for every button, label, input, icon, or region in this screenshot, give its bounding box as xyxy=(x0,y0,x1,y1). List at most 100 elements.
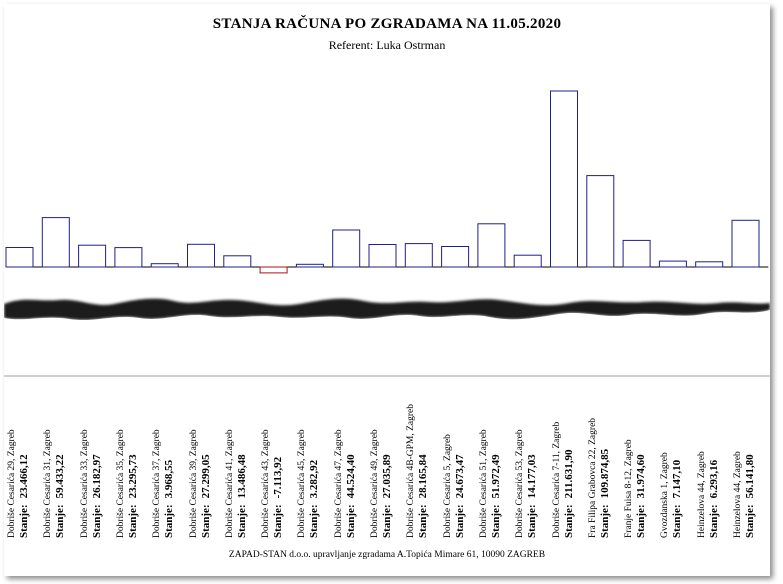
category-label: Dobriše Cesarića 7-11, Zagreb Stanje: 211.… xyxy=(552,422,575,538)
footer-text: ZAPAD-STAN d.o.o. upravljanje zgradama A… xyxy=(228,550,546,560)
bar-3 xyxy=(78,244,107,268)
category-label: Dobriše Cesarića 29, Zagreb Stanje: 23.466… xyxy=(7,429,30,538)
category-address: Fra Filipa Grabovca 22, Zagreb xyxy=(587,417,598,538)
balance-value: 59.433,22 xyxy=(54,454,67,499)
category-label: Franje Fuisa 8-12, Zagreb Stanje: 31.974,6… xyxy=(624,439,647,538)
balance-value: 7.147,10 xyxy=(671,459,684,499)
stanje-prefix: Stanje: xyxy=(272,504,285,538)
category-address: Dobriše Cesarića 49, Zagreb xyxy=(370,429,380,538)
category-address: Dobriše Cesarića 41, Zagreb xyxy=(224,429,235,538)
category-address: Dobriše Cesarića 4B-GPM, Zagreb xyxy=(406,403,417,538)
category-label: Dobriše Cesarića 51, Zagreb Stanje: 51.972… xyxy=(479,429,502,538)
category-address: Dobriše Cesarića 37, Zagreb xyxy=(152,429,163,538)
balance-value: 14.177,03 xyxy=(526,454,539,499)
balance-value: 31.974,60 xyxy=(635,454,648,499)
bar-10 xyxy=(332,229,361,268)
category-address: Dobriše Cesarića 51, Zagreb xyxy=(478,429,489,538)
balance-label: Stanje: 51.972,49 xyxy=(490,429,502,538)
balance-value: 26.182,97 xyxy=(90,454,103,499)
category-label: Dobriše Cesarića 35, Zagreb Stanje: 23.295… xyxy=(116,429,139,538)
bar-11 xyxy=(368,244,397,268)
balance-label: Stanje: 56.141,80 xyxy=(744,451,756,538)
balance-label: Stanje: 24.673,47 xyxy=(454,434,466,538)
category-address: Dobriše Cesarića 29, Zagreb xyxy=(7,429,17,538)
bar-4 xyxy=(114,247,143,268)
bar-18 xyxy=(622,239,651,268)
category-label: Dobriše Cesarića 5, Zagreb Stanje: 24.673,… xyxy=(443,434,466,538)
balance-label: Stanje: 3.282,92 xyxy=(308,429,320,538)
category-address: Dobriše Cesarića 33, Zagreb xyxy=(79,429,90,538)
bar-21 xyxy=(731,219,760,268)
balance-value: 6.293,16 xyxy=(707,459,720,499)
category-address: Franje Fuisa 8-12, Zagreb xyxy=(624,439,635,538)
balance-label: Stanje: 27.299,05 xyxy=(200,429,212,538)
stanje-prefix: Stanje: xyxy=(744,504,756,538)
balance-value: 44.524,40 xyxy=(344,454,357,499)
bar-7 xyxy=(223,255,252,268)
balance-label: Stanje: 7.147,10 xyxy=(671,452,683,538)
category-label: Dobriše Cesarića 37, Zagreb Stanje: 3.968,… xyxy=(152,429,175,538)
balance-label: Stanje: 26.182,97 xyxy=(91,429,103,538)
chart-subtitle: Referent: Luka Ostrman xyxy=(328,38,446,52)
category-address: Dobriše Cesarića 47, Zagreb xyxy=(333,429,344,538)
stanje-prefix: Stanje: xyxy=(199,504,212,538)
balance-value: 51.972,49 xyxy=(489,454,502,499)
balance-label: Stanje: 28.165,84 xyxy=(417,404,429,538)
stanje-prefix: Stanje: xyxy=(54,504,67,538)
category-address: Dobriše Cesarića 7-11, Zagreb xyxy=(551,421,562,538)
balance-label: Stanje: 6.293,16 xyxy=(708,451,720,538)
balance-value: 211.631,90 xyxy=(562,449,575,499)
balance-value: 24.673,47 xyxy=(453,454,466,499)
category-address: Dobriše Cesarića 43, Zagreb xyxy=(261,429,272,538)
category-label: Dobriše Cesarića 47, Zagreb Stanje: 44.524… xyxy=(334,429,357,538)
category-label: Gvozdanska 1, Zagreb Stanje: 7.147,10 xyxy=(660,452,683,538)
balance-label: Stanje: 59.433,22 xyxy=(54,429,66,538)
bar-16 xyxy=(550,90,578,268)
category-label: Dobriše Cesarića 53, Zagreb Stanje: 14.177… xyxy=(515,429,538,538)
balance-label: Stanje: -7.113,92 xyxy=(272,429,284,538)
category-address: Dobriše Cesarića 53, Zagreb xyxy=(515,429,526,538)
bar-9 xyxy=(295,263,324,268)
category-address: Gvozdanska 1, Zagreb xyxy=(660,452,671,538)
category-address: Heinzelova 44, Zagreb xyxy=(696,451,707,538)
bar-5 xyxy=(150,263,179,268)
stanje-prefix: Stanje: xyxy=(635,504,648,538)
category-label: Dobriše Cesarića 33, Zagreb Stanje: 26.182… xyxy=(80,429,103,538)
stanje-prefix: Stanje: xyxy=(344,504,357,538)
category-label: Dobriše Cesarića 4B-GPM, Zagreb Stanje: 28… xyxy=(406,404,429,538)
category-label: Dobriše Cesarića 49, Zagreb Stanje: 27.035… xyxy=(370,429,393,538)
bar-14 xyxy=(477,223,506,268)
category-label: Heinzelova 44, Zagreb Stanje: 56.141,80 xyxy=(733,451,756,538)
stanje-prefix: Stanje: xyxy=(671,504,684,538)
balance-label: Stanje: 27.035,89 xyxy=(381,429,393,538)
category-label: Heinzelova 44, Zagreb Stanje: 6.293,16 xyxy=(697,451,720,538)
bar-15 xyxy=(513,254,542,268)
stanje-prefix: Stanje: xyxy=(417,504,430,538)
balance-value: 23.466,12 xyxy=(18,454,30,499)
bar-17 xyxy=(586,175,615,268)
category-address: Dobriše Cesarića 39, Zagreb xyxy=(188,429,199,538)
balance-value: 109.874,85 xyxy=(598,448,611,499)
stanje-prefix: Stanje: xyxy=(526,504,539,538)
stanje-prefix: Stanje: xyxy=(381,504,393,538)
bar-12 xyxy=(404,243,433,268)
balance-label: Stanje: 23.295,73 xyxy=(127,429,139,538)
category-address: Heinzelova 44, Zagreb xyxy=(733,451,743,538)
balance-label: Stanje: 23.466,12 xyxy=(18,429,30,538)
bar-2 xyxy=(41,217,70,268)
bar-19 xyxy=(658,260,687,268)
balance-label: Stanje: 211.631,90 xyxy=(563,422,575,538)
torn-paper-edge xyxy=(4,298,770,377)
balance-value: 13.486,48 xyxy=(235,454,248,499)
category-label: Fra Filipa Grabovca 22, Zagreb Stanje: 109… xyxy=(588,418,611,538)
bar-1 xyxy=(5,247,34,268)
stanje-prefix: Stanje: xyxy=(18,504,30,538)
bar-13 xyxy=(441,246,470,268)
balance-value: 3.968,55 xyxy=(163,459,176,499)
category-label: Dobriše Cesarića 43, Zagreb Stanje: -7.113… xyxy=(261,429,284,538)
balance-label: Stanje: 44.524,40 xyxy=(345,429,357,538)
category-address: Dobriše Cesarića 5, Zagreb xyxy=(442,434,453,538)
bar-8 xyxy=(259,266,288,274)
stanje-prefix: Stanje: xyxy=(562,504,575,538)
category-address: Dobriše Cesarića 35, Zagreb xyxy=(115,429,126,538)
